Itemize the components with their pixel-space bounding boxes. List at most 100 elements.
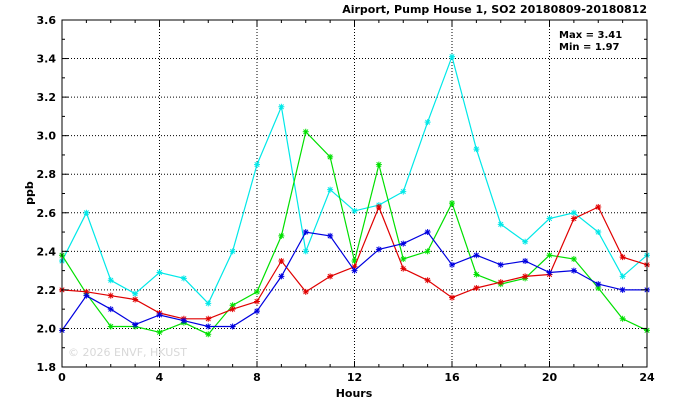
data-point [156,311,163,318]
data-point [132,290,139,297]
data-point [375,203,382,210]
data-point [254,288,260,295]
data-point [449,200,455,207]
data-point [278,232,285,239]
data-point [107,323,114,330]
data-point [595,281,602,288]
data-point [546,269,553,276]
y-tick-label: 2.8 [37,168,57,181]
data-point [424,277,431,284]
x-tick-label: 24 [639,371,655,384]
data-point [619,273,626,280]
x-axis-label: Hours [336,387,373,400]
data-point [619,315,626,322]
data-point [278,103,285,110]
grid [62,20,647,367]
data-point [205,323,212,330]
data-point [107,306,114,313]
data-point [205,315,212,322]
data-point [570,256,577,263]
y-tick-label: 3.4 [37,53,57,66]
data-point [327,273,334,280]
data-point [327,232,334,239]
data-point [546,252,553,259]
data-point [449,294,455,301]
series-1 [59,53,650,307]
data-point [229,306,236,313]
data-point [180,317,187,324]
series-layer [59,53,650,338]
data-point [351,257,358,264]
y-tick-label: 2.2 [37,284,57,297]
data-point [497,221,504,228]
data-point [302,248,309,255]
data-point [180,275,187,282]
data-point [570,215,577,222]
max-label: Max = 3.41 [559,30,622,41]
data-point [375,246,382,253]
data-point [83,209,90,216]
data-point [107,292,114,299]
y-tick-label: 3.0 [37,130,57,143]
data-point [156,329,163,336]
x-tick-label: 0 [58,371,66,384]
data-point [375,161,382,168]
data-point [302,288,309,295]
data-point [595,203,602,210]
data-point [400,265,407,272]
data-point [351,267,358,274]
x-tick-label: 12 [347,371,362,384]
x-tick-label: 16 [444,371,460,384]
data-point [570,209,577,216]
data-point [473,252,480,259]
data-point [595,284,602,291]
x-tick-label: 20 [542,371,558,384]
y-tick-label: 3.2 [37,91,57,104]
watermark: © 2026 ENVF, HKUST [68,346,187,359]
data-point [424,248,431,255]
axes: 0 4 8 12 16 20 24 1.8 2.0 2.2 2.4 2.6 2.8 3.0 3.2 3.4 3.… [37,14,655,384]
data-point [83,292,90,299]
data-point [132,321,139,328]
y-tick-label: 2.4 [37,245,57,258]
data-point [254,308,260,315]
data-point [473,271,480,278]
x-tick-label: 4 [156,371,164,384]
data-point [424,119,431,126]
data-point [132,296,139,303]
y-tick-label: 2.0 [37,322,57,335]
data-point [351,263,358,270]
data-point [449,53,455,60]
data-point [595,229,602,236]
data-point [107,277,114,284]
y-tick-label: 3.6 [37,14,57,27]
data-point [83,288,90,295]
data-point [400,240,407,247]
data-point [351,207,358,214]
data-point [619,254,626,261]
data-point [619,286,626,293]
data-point [522,273,529,280]
data-point [327,153,334,160]
y-axis-label: ppb [23,181,36,205]
data-point [278,257,285,264]
data-point [205,331,212,338]
data-point [229,302,236,309]
data-point [473,284,480,291]
data-point [400,256,407,263]
data-point [424,229,431,236]
data-point [254,161,260,168]
y-tick-label: 2.6 [37,207,57,220]
data-point [278,273,285,280]
data-point [229,248,236,255]
data-point [522,257,529,264]
data-point [156,269,163,276]
data-point [570,267,577,274]
data-point [302,128,309,135]
data-point [254,298,260,305]
data-point [400,188,407,195]
data-point [327,186,334,193]
data-point [205,300,212,307]
